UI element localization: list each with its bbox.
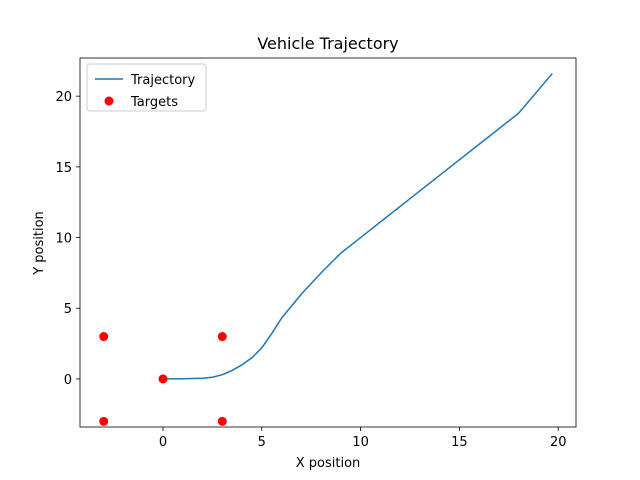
y-axis-label: Y position (32, 211, 47, 276)
x-tick-label: 0 (159, 435, 167, 450)
y-tick-label: 10 (55, 232, 72, 247)
y-tick-label: 15 (55, 161, 72, 176)
legend-box (86, 63, 207, 112)
axes: 0 5 10 15 20 0 5 10 15 20 (55, 57, 577, 450)
plot-area (99, 73, 553, 426)
x-axis-label: X position (296, 456, 361, 471)
target-point (217, 416, 227, 426)
legend-targets-swatch (104, 96, 114, 106)
target-point (217, 332, 227, 342)
chart-title: Vehicle Trajectory (257, 34, 398, 53)
x-tick-label: 10 (352, 435, 369, 450)
y-tick-label: 0 (64, 373, 72, 388)
x-tick-label: 15 (451, 435, 468, 450)
axes-frame (79, 57, 577, 428)
legend-label-targets: Targets (130, 95, 178, 110)
legend: Trajectory Targets (86, 63, 207, 112)
trajectory-line (162, 73, 553, 380)
target-point (99, 332, 109, 342)
x-tick-label: 5 (258, 435, 266, 450)
legend-label-trajectory: Trajectory (130, 73, 195, 88)
target-point (158, 374, 168, 384)
x-tick-label: 20 (550, 435, 567, 450)
target-point (99, 416, 109, 426)
y-tick-label: 5 (64, 302, 72, 317)
y-tick-label: 20 (55, 90, 72, 105)
